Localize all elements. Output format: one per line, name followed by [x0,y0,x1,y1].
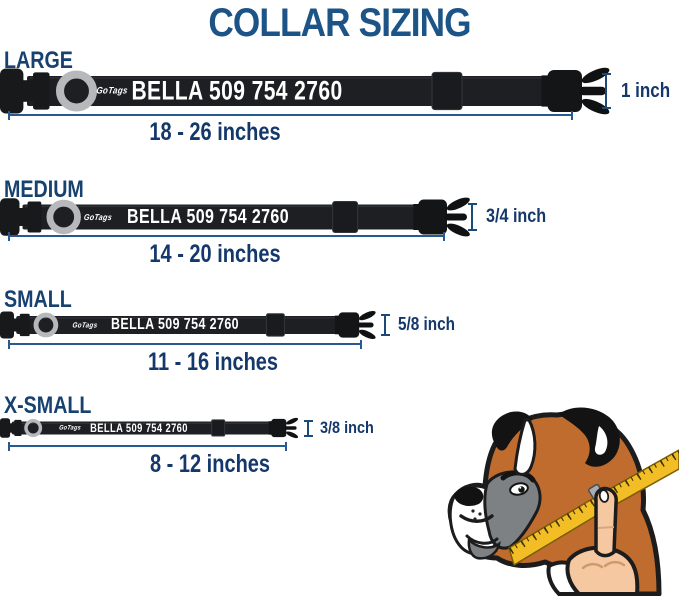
collar-tag-text: BELLA 509 754 2760 [127,205,289,228]
collar-graphic-small: GoTags BELLA 509 754 2760 [0,307,380,343]
length-range-small: 11 - 16 inches [147,348,279,376]
page-title: COLLAR SIZING [208,1,471,45]
collar-graphic-large: GoTags BELLA 509 754 2760 [0,61,614,121]
brand-logo: GoTags [71,320,99,330]
length-line-medium [8,231,445,241]
width-indicator-xsmall [303,420,313,437]
width-label-small: 5/8 inch [398,314,455,334]
size-label-medium: MEDIUM [4,176,84,203]
length-range-xsmall: 8 - 12 inches [149,450,271,478]
collar-graphic-xsmall: GoTags BELLA 509 754 2760 [0,415,304,441]
collar-tag-text: BELLA 509 754 2760 [90,421,188,435]
collar-tag-text: BELLA 509 754 2760 [131,75,343,106]
width-indicator-small [380,314,390,336]
width-label-xsmall: 3/8 inch [320,418,374,437]
brand-logo: GoTags [58,424,82,432]
width-indicator-medium [467,203,477,231]
length-range-medium: 14 - 20 inches [149,240,281,268]
length-range-large: 18 - 26 inches [149,118,281,146]
dog-measurement-illustration [433,400,679,596]
brand-logo: GoTags [83,212,113,222]
size-label-xsmall: X-SMALL [4,392,92,419]
collar-graphic-medium: GoTags BELLA 509 754 2760 [0,192,474,242]
collar-tag-text: BELLA 509 754 2760 [111,316,239,333]
length-line-small [8,339,362,349]
width-label-medium: 3/4 inch [486,206,547,227]
width-indicator-large [601,73,611,109]
width-label-large: 1 inch [621,80,671,102]
length-line-xsmall [8,441,287,451]
size-label-small: SMALL [4,286,72,313]
length-line-large [8,110,573,120]
dog-illustration-svg [447,407,679,596]
brand-logo: GoTags [95,85,129,97]
